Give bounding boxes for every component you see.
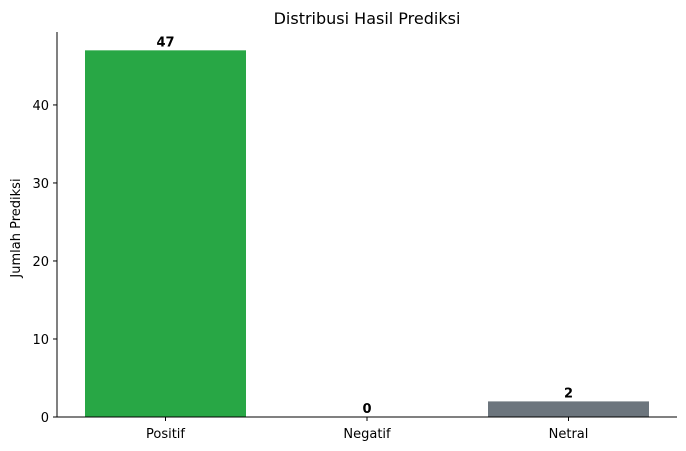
- data-label-netral: 2: [564, 386, 573, 401]
- y-axis-label: Jumlah Prediksi: [9, 178, 24, 278]
- y-tick-label: 10: [32, 333, 49, 348]
- chart-title: Distribusi Hasil Prediksi: [274, 9, 461, 28]
- x-tick-label-netral: Netral: [549, 427, 589, 442]
- bar-positif: [85, 50, 246, 417]
- y-ticks-group: 0 10 20 30 40: [32, 99, 57, 426]
- y-tick-label: 40: [32, 99, 49, 114]
- x-tick-label-positif: Positif: [146, 427, 185, 442]
- bar-netral: [488, 401, 649, 417]
- x-tick-label-negatif: Negatif: [343, 427, 391, 442]
- data-label-negatif: 0: [362, 402, 371, 417]
- data-label-positif: 47: [156, 35, 174, 50]
- y-tick-label: 0: [41, 411, 49, 426]
- x-ticks-group: Positif Negatif Netral: [146, 417, 588, 442]
- bars-group: [85, 50, 649, 417]
- y-tick-label: 30: [32, 177, 49, 192]
- y-tick-label: 20: [32, 255, 49, 270]
- data-labels-group: 47 0 2: [156, 35, 573, 417]
